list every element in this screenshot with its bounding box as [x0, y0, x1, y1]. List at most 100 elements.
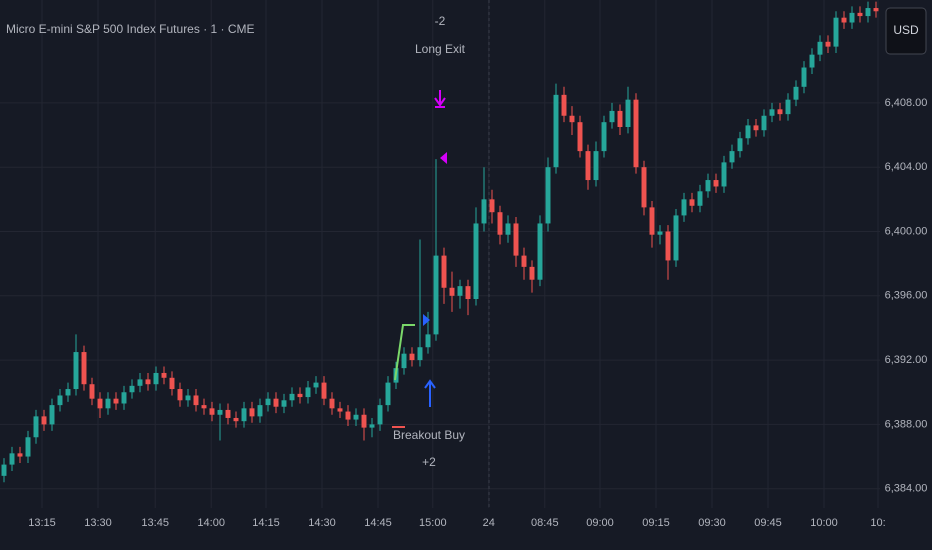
candle-body: [89, 384, 95, 399]
y-tick-label: 6,400.00: [885, 225, 928, 237]
candle-body: [505, 223, 511, 235]
candle-body: [297, 393, 303, 398]
currency-label[interactable]: USD: [893, 23, 919, 37]
time-axis: [0, 508, 932, 550]
candle-body: [105, 398, 111, 409]
candle-body: [689, 199, 695, 206]
candle-body: [537, 223, 543, 280]
candle-body: [801, 67, 807, 87]
candle-body: [377, 405, 383, 425]
exit-arrow: [434, 90, 446, 108]
candle-body: [145, 379, 151, 385]
candle-body: [857, 12, 863, 17]
candle-body: [865, 8, 871, 17]
candle-body: [513, 223, 519, 256]
candle-body: [353, 414, 359, 420]
candle-body: [873, 8, 879, 12]
candle-body: [265, 398, 271, 406]
candle-body: [609, 110, 615, 123]
candle-body: [713, 180, 719, 187]
candle-body: [305, 387, 311, 398]
candle-body: [577, 122, 583, 152]
candle-body: [481, 199, 487, 224]
candle-body: [753, 125, 759, 131]
candle-body: [601, 122, 607, 152]
candle-body: [761, 115, 767, 131]
candle-body: [673, 215, 679, 261]
candle-body: [457, 286, 463, 296]
candle-body: [65, 389, 71, 396]
candle-body: [337, 408, 343, 412]
candle-body: [257, 405, 263, 417]
candle-body: [361, 414, 367, 428]
x-tick-label: 09:00: [586, 517, 614, 529]
candle-body: [489, 199, 495, 213]
candle-body: [665, 231, 671, 261]
candle-body: [57, 395, 63, 406]
candle-body: [321, 382, 327, 399]
annotation: +2: [422, 455, 436, 469]
candle-body: [113, 398, 119, 404]
candle-body: [793, 86, 799, 100]
candle-body: [385, 382, 391, 406]
annotation: -2: [435, 14, 446, 28]
candle-body: [185, 395, 191, 401]
chart-title: Micro E-mini S&P 500 Index Futures · 1 ·…: [6, 22, 255, 36]
x-tick-label: 14:45: [364, 517, 392, 529]
candle-body: [329, 398, 335, 409]
candle-body: [849, 12, 855, 23]
candle-body: [289, 393, 295, 401]
x-tick-label: 08:45: [531, 517, 559, 529]
candle-body: [41, 416, 47, 425]
candle-body: [521, 255, 527, 267]
candle-body: [705, 180, 711, 192]
entry-marker: [423, 314, 430, 326]
candle-body: [161, 372, 167, 378]
x-tick-label: 10:00: [810, 517, 838, 529]
candles: [1, 1, 879, 483]
x-tick-label: 13:15: [28, 517, 56, 529]
candle-body: [49, 405, 55, 425]
candle-body: [441, 255, 447, 288]
candle-body: [777, 109, 783, 115]
candle-body: [433, 255, 439, 335]
candle-body: [201, 405, 207, 409]
candle-body: [273, 398, 279, 407]
x-tick-label: 09:30: [698, 517, 726, 529]
candle-body: [281, 400, 287, 407]
currency-button[interactable]: [885, 7, 927, 55]
candle-body: [769, 109, 775, 116]
candle-body: [593, 151, 599, 181]
x-tick-label: 09:45: [754, 517, 782, 529]
candle-body: [473, 223, 479, 300]
candle-body: [497, 212, 503, 235]
annotation: Long Exit: [415, 42, 466, 56]
candle-body: [681, 199, 687, 216]
candle-body: [737, 138, 743, 152]
candle-body: [825, 41, 831, 47]
candle-body: [121, 392, 127, 404]
candle-body: [153, 372, 159, 385]
x-tick-label: 14:00: [197, 517, 225, 529]
candle-body: [617, 110, 623, 127]
candle-body: [553, 94, 559, 168]
candle-body: [425, 334, 431, 348]
candle-body: [225, 409, 231, 418]
candle-body: [81, 352, 87, 385]
y-tick-label: 6,404.00: [885, 161, 928, 173]
candle-body: [417, 347, 423, 361]
x-tick-label: 14:15: [252, 517, 280, 529]
candle-body: [241, 408, 247, 422]
x-tick-label: 15:00: [419, 517, 447, 529]
price-axis: [880, 0, 932, 550]
candle-body: [249, 408, 255, 417]
candle-body: [33, 416, 39, 438]
candle-body: [97, 398, 103, 409]
x-tick-label: 14:30: [308, 517, 336, 529]
candle-body: [809, 54, 815, 68]
exit-marker: [440, 152, 447, 164]
candle-body: [193, 395, 199, 406]
candle-body: [9, 453, 15, 465]
